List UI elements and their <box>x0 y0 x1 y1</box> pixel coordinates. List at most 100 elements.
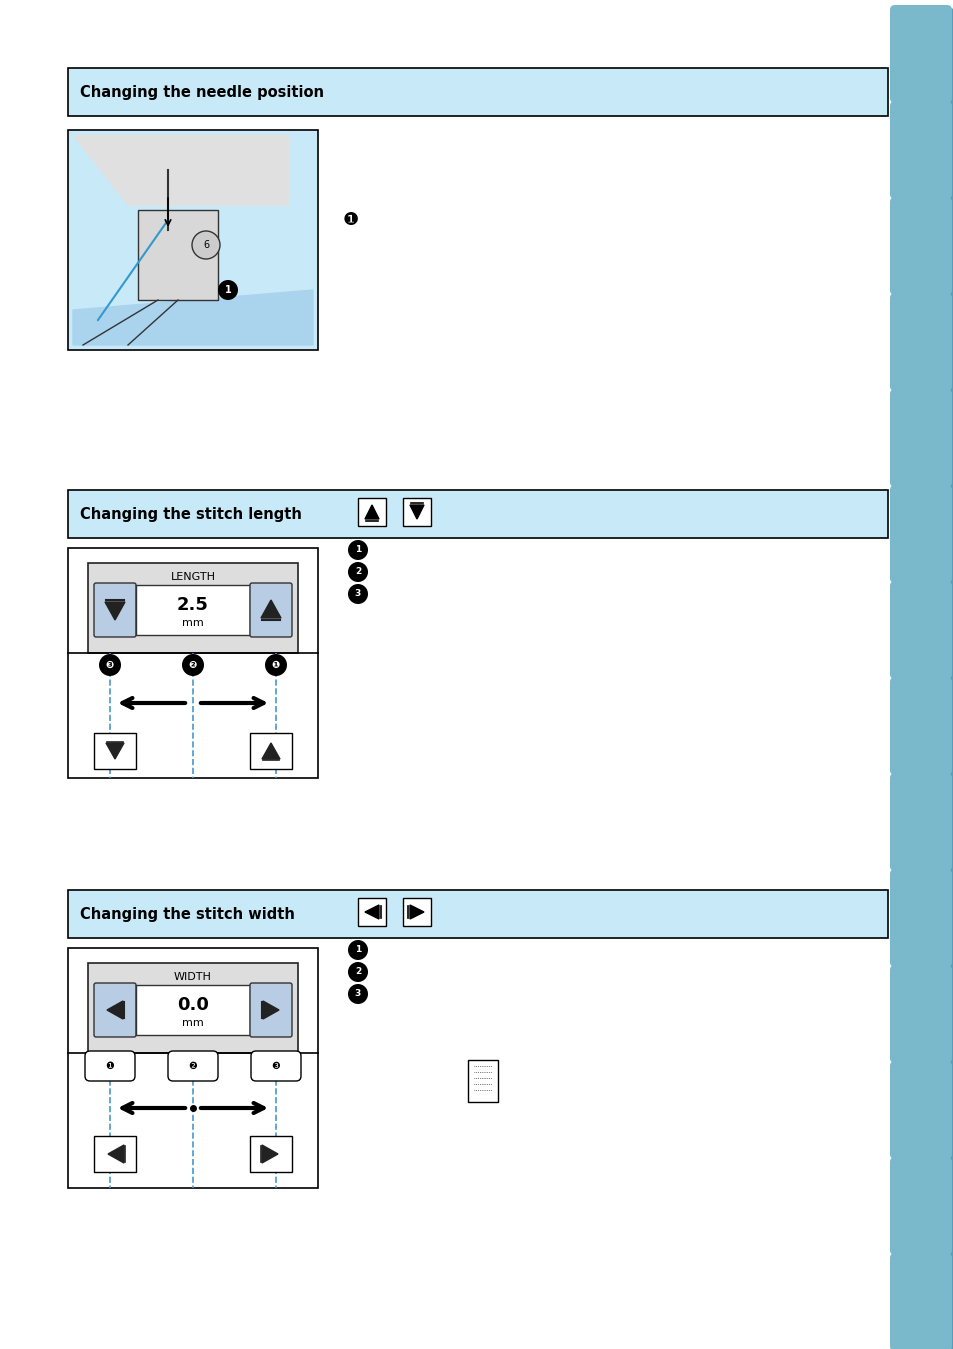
Bar <box>136 985 250 1035</box>
Bar <box>357 498 386 526</box>
Bar <box>68 130 317 349</box>
FancyBboxPatch shape <box>892 969 953 1066</box>
Circle shape <box>348 962 368 982</box>
Bar <box>68 890 887 938</box>
Text: WIDTH: WIDTH <box>173 973 212 982</box>
Text: ❸: ❸ <box>272 1062 280 1071</box>
FancyBboxPatch shape <box>168 1051 218 1081</box>
Text: 2.5: 2.5 <box>177 596 209 614</box>
Text: 3: 3 <box>355 990 361 998</box>
Polygon shape <box>262 743 280 759</box>
FancyBboxPatch shape <box>94 583 136 637</box>
Polygon shape <box>410 505 423 519</box>
FancyBboxPatch shape <box>889 1157 951 1255</box>
Text: 1: 1 <box>224 285 232 295</box>
Bar <box>138 210 218 299</box>
Circle shape <box>348 563 368 581</box>
Circle shape <box>182 654 204 676</box>
FancyBboxPatch shape <box>889 389 951 487</box>
Bar <box>136 585 250 635</box>
Polygon shape <box>261 600 281 618</box>
Bar <box>68 490 887 538</box>
FancyBboxPatch shape <box>892 200 953 298</box>
Bar <box>68 67 887 116</box>
FancyBboxPatch shape <box>889 293 951 391</box>
Circle shape <box>192 231 220 259</box>
Text: Changing the needle position: Changing the needle position <box>80 85 324 100</box>
Polygon shape <box>73 135 288 205</box>
Circle shape <box>348 940 368 960</box>
Polygon shape <box>105 602 125 621</box>
Circle shape <box>348 540 368 560</box>
FancyBboxPatch shape <box>889 197 951 295</box>
Text: 2: 2 <box>355 967 361 977</box>
Bar <box>250 733 292 769</box>
Text: ❷: ❷ <box>189 660 197 670</box>
FancyBboxPatch shape <box>889 486 951 583</box>
FancyBboxPatch shape <box>889 1253 951 1349</box>
Bar <box>68 548 317 778</box>
Text: ❶: ❶ <box>343 210 358 229</box>
FancyBboxPatch shape <box>250 983 292 1037</box>
Polygon shape <box>106 743 124 759</box>
Text: LENGTH: LENGTH <box>171 572 215 581</box>
Text: 1: 1 <box>355 545 361 554</box>
Polygon shape <box>410 905 423 919</box>
Bar <box>402 498 431 526</box>
FancyBboxPatch shape <box>892 776 953 874</box>
Text: 0.0: 0.0 <box>177 996 209 1014</box>
Text: mm: mm <box>182 618 204 629</box>
FancyBboxPatch shape <box>892 8 953 107</box>
Polygon shape <box>73 290 313 345</box>
Circle shape <box>348 584 368 604</box>
FancyBboxPatch shape <box>892 680 953 778</box>
FancyBboxPatch shape <box>892 295 953 394</box>
Bar <box>88 963 297 1054</box>
Bar <box>68 948 317 1188</box>
Bar <box>468 1060 497 1102</box>
FancyBboxPatch shape <box>892 1256 953 1349</box>
Text: 2: 2 <box>355 568 361 576</box>
Text: ❷: ❷ <box>189 1062 197 1071</box>
Bar <box>357 898 386 925</box>
FancyBboxPatch shape <box>892 584 953 683</box>
FancyBboxPatch shape <box>892 104 953 202</box>
Polygon shape <box>365 905 378 919</box>
FancyBboxPatch shape <box>251 1051 301 1081</box>
FancyBboxPatch shape <box>892 488 953 585</box>
Text: 6: 6 <box>203 240 209 250</box>
Bar <box>94 1136 136 1172</box>
Text: ❸: ❸ <box>106 660 114 670</box>
Circle shape <box>99 654 121 676</box>
Polygon shape <box>263 1001 278 1018</box>
Polygon shape <box>365 505 378 519</box>
FancyBboxPatch shape <box>892 393 953 490</box>
Circle shape <box>265 654 287 676</box>
Text: Changing the stitch width: Changing the stitch width <box>80 907 294 921</box>
Polygon shape <box>107 1001 123 1018</box>
Text: mm: mm <box>182 1018 204 1028</box>
Bar <box>88 563 297 653</box>
FancyBboxPatch shape <box>889 101 951 200</box>
Text: ❶: ❶ <box>272 660 280 670</box>
FancyBboxPatch shape <box>889 1062 951 1159</box>
Bar <box>250 1136 292 1172</box>
Polygon shape <box>262 1145 277 1163</box>
FancyBboxPatch shape <box>250 583 292 637</box>
FancyBboxPatch shape <box>892 1160 953 1259</box>
Bar <box>94 733 136 769</box>
FancyBboxPatch shape <box>889 5 951 103</box>
FancyBboxPatch shape <box>892 1064 953 1161</box>
Polygon shape <box>108 1145 124 1163</box>
Circle shape <box>348 983 368 1004</box>
FancyBboxPatch shape <box>889 965 951 1063</box>
FancyBboxPatch shape <box>889 869 951 967</box>
FancyBboxPatch shape <box>892 871 953 970</box>
Bar <box>402 898 431 925</box>
FancyBboxPatch shape <box>889 677 951 774</box>
Text: ❶: ❶ <box>106 1062 114 1071</box>
Text: 3: 3 <box>355 590 361 599</box>
FancyBboxPatch shape <box>94 983 136 1037</box>
Text: Changing the stitch length: Changing the stitch length <box>80 506 301 522</box>
FancyBboxPatch shape <box>889 581 951 679</box>
